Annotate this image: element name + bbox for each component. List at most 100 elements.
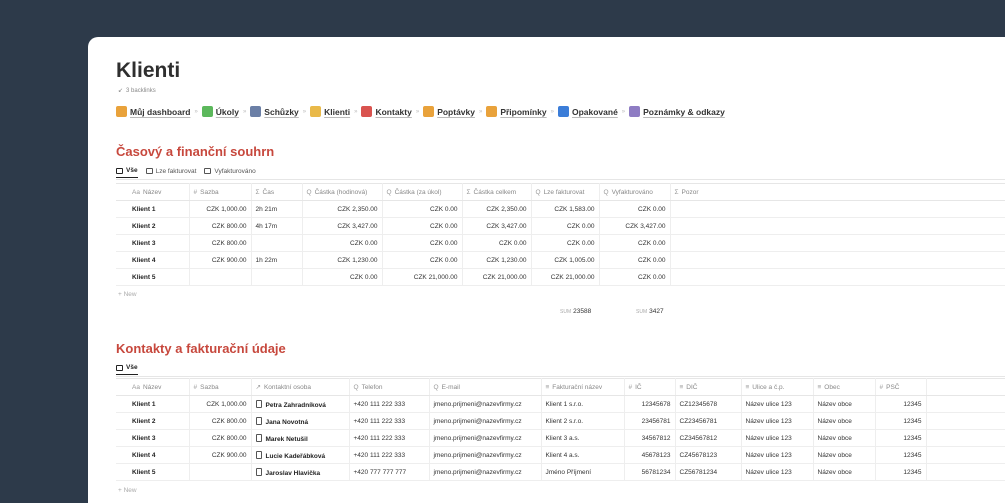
table-cell[interactable]: Jana Novotná	[251, 412, 350, 430]
contact-person-link[interactable]: Marek Netušil	[265, 435, 308, 443]
column-header[interactable]: Σ Čas	[251, 183, 303, 201]
table-cell[interactable]: Klient 1	[116, 395, 190, 413]
table-cell[interactable]: CZ34567812	[675, 429, 742, 447]
table-cell[interactable]: Petra Zahradníková	[251, 395, 350, 413]
breadcrumb-item-8[interactable]: Poznámky & odkazy	[629, 106, 725, 117]
table-row[interactable]: Klient 4 CZK 900.00 Lucie Kadeřábková +420 …	[116, 446, 1005, 464]
table-cell[interactable]: Klient 4	[116, 446, 190, 464]
table-cell[interactable]	[251, 234, 303, 252]
table-cell[interactable]: CZK 0.00	[382, 217, 463, 235]
table-cell[interactable]: CZK 2,350.00	[302, 200, 383, 218]
table-cell[interactable]: +420 111 222 333	[349, 446, 430, 464]
table-cell[interactable]: CZK 2,350.00	[462, 200, 532, 218]
table-cell[interactable]: Klient 3	[116, 429, 190, 447]
table-cell[interactable]: Klient 2	[116, 217, 190, 235]
column-header[interactable]: # IČ	[624, 378, 676, 396]
table-cell[interactable]: +420 777 777 777	[349, 463, 430, 481]
table-cell[interactable]	[251, 268, 303, 286]
table-cell[interactable]: Klient 5	[116, 268, 190, 286]
column-header[interactable]: ≡ Obec	[813, 378, 876, 396]
table-cell[interactable]: CZK 900.00	[189, 446, 252, 464]
table-cell[interactable]: Název ulice 123	[741, 446, 814, 464]
column-header[interactable]: # Sazba	[189, 378, 252, 396]
table-row[interactable]: Klient 1 CZK 1,000.00 2h 21m CZK 2,350.00 CZ…	[116, 200, 1005, 218]
table-cell[interactable]: CZK 1,583.00	[531, 200, 600, 218]
table-cell[interactable]: 12345	[875, 395, 927, 413]
table-cell[interactable]: Klient 2	[116, 412, 190, 430]
table-cell[interactable]: CZK 0.00	[302, 234, 383, 252]
column-header[interactable]: Q Lze fakturovat	[531, 183, 600, 201]
table-cell[interactable]: 12345	[875, 446, 927, 464]
table-cell[interactable]: CZK 1,230.00	[302, 251, 383, 269]
table-cell[interactable]: CZK 0.00	[599, 268, 671, 286]
column-header[interactable]: Q Vyfakturováno	[599, 183, 671, 201]
table-cell[interactable]: CZ23456781	[675, 412, 742, 430]
table-cell[interactable]: CZK 900.00	[189, 251, 252, 269]
table-cell[interactable]: 12345	[875, 412, 927, 430]
table-cell[interactable]: CZK 0.00	[531, 217, 600, 235]
table-row[interactable]: Klient 3 CZK 800.00 Marek Netušil +420 111 …	[116, 429, 1005, 447]
column-header[interactable]: Aa Název	[116, 183, 190, 201]
table-row[interactable]: Klient 5 Jaroslav Hlavička +420 777 777 77…	[116, 463, 1005, 481]
table-cell[interactable]: CZK 21,000.00	[382, 268, 463, 286]
table-cell[interactable]: 1h 22m	[251, 251, 303, 269]
table-cell[interactable]: jmeno.prijmeni@nazevfirmy.cz	[429, 395, 542, 413]
table-cell[interactable]: CZK 0.00	[302, 268, 383, 286]
breadcrumb-item-0[interactable]: Můj dashboard	[116, 106, 190, 117]
tab-1[interactable]: Lze fakturovat	[145, 167, 196, 178]
table-cell[interactable]: CZK 3,427.00	[462, 217, 532, 235]
table-cell[interactable]: 34567812	[624, 429, 676, 447]
breadcrumb-item-3[interactable]: Klienti	[310, 106, 350, 117]
table-cell[interactable]: 12345678	[624, 395, 676, 413]
column-header[interactable]: Σ Pozor	[670, 183, 1005, 201]
table-cell[interactable]: CZK 0.00	[462, 234, 532, 252]
table-cell[interactable]: Klient 4 a.s.	[541, 446, 625, 464]
table-cell[interactable]: Lucie Kadeřábková	[251, 446, 350, 464]
contact-person-link[interactable]: Jana Novotná	[265, 418, 309, 426]
column-header[interactable]: Q Částka (za úkol)	[382, 183, 463, 201]
table-cell[interactable]: Klient 2 s.r.o.	[541, 412, 625, 430]
breadcrumb-item-2[interactable]: Schůzky	[250, 106, 299, 117]
table-row[interactable]: Klient 2 CZK 800.00 4h 17m CZK 3,427.00 CZK …	[116, 217, 1005, 235]
table-cell[interactable]: CZ12345678	[675, 395, 742, 413]
column-header[interactable]: # Sazba	[189, 183, 252, 201]
table-cell[interactable]: Název ulice 123	[741, 463, 814, 481]
table-cell[interactable]: jmeno.prijmeni@nazevfirmy.cz	[429, 429, 542, 447]
table-cell[interactable]: 45678123	[624, 446, 676, 464]
table-cell[interactable]: 23456781	[624, 412, 676, 430]
table-cell[interactable]: CZ45678123	[675, 446, 742, 464]
table-cell[interactable]: Klient 1 s.r.o.	[541, 395, 625, 413]
table-cell[interactable]: Název ulice 123	[741, 395, 814, 413]
table-cell[interactable]: CZK 0.00	[599, 200, 671, 218]
table-cell[interactable]: CZK 800.00	[189, 217, 252, 235]
table-cell[interactable]	[670, 268, 1005, 286]
table-cell[interactable]: Název obce	[813, 395, 876, 413]
table-cell[interactable]: 4h 17m	[251, 217, 303, 235]
table-cell[interactable]: CZK 0.00	[599, 234, 671, 252]
column-header[interactable]: ↗ Kontaktní osoba	[251, 378, 350, 396]
tab-2[interactable]: Vyfakturováno	[204, 167, 256, 178]
column-header[interactable]: Q Telefon	[349, 378, 430, 396]
table-row[interactable]: Klient 1 CZK 1,000.00 Petra Zahradníková +4…	[116, 395, 1005, 413]
table-cell[interactable]: CZK 0.00	[382, 234, 463, 252]
column-header[interactable]: ≡ Fakturační název	[541, 378, 625, 396]
table-row[interactable]: Klient 2 CZK 800.00 Jana Novotná +420 111 2…	[116, 412, 1005, 430]
breadcrumb-item-5[interactable]: Poptávky	[423, 106, 475, 117]
table-cell[interactable]: jmeno.prijmeni@nazevfirmy.cz	[429, 463, 542, 481]
table-cell[interactable]: Název obce	[813, 446, 876, 464]
table-cell[interactable]	[670, 251, 1005, 269]
breadcrumb-item-4[interactable]: Kontakty	[361, 106, 412, 117]
table-cell[interactable]: Klient 3 a.s.	[541, 429, 625, 447]
table-cell[interactable]: CZK 3,427.00	[599, 217, 671, 235]
table-cell[interactable]: CZK 1,230.00	[462, 251, 532, 269]
table-cell[interactable]: Marek Netušil	[251, 429, 350, 447]
table-cell[interactable]: CZK 800.00	[189, 234, 252, 252]
table-cell[interactable]: Klient 5	[116, 463, 190, 481]
table-cell[interactable]	[189, 268, 252, 286]
column-header[interactable]: ≡ Ulice a č.p.	[741, 378, 814, 396]
table-cell[interactable]: Název obce	[813, 412, 876, 430]
table-cell[interactable]: 12345	[875, 429, 927, 447]
table-cell[interactable]: CZK 0.00	[382, 251, 463, 269]
table-row[interactable]: Klient 5 CZK 0.00 CZK 21,000.00 CZK 21,000.…	[116, 268, 1005, 286]
contact-person-link[interactable]: Petra Zahradníková	[265, 401, 326, 409]
